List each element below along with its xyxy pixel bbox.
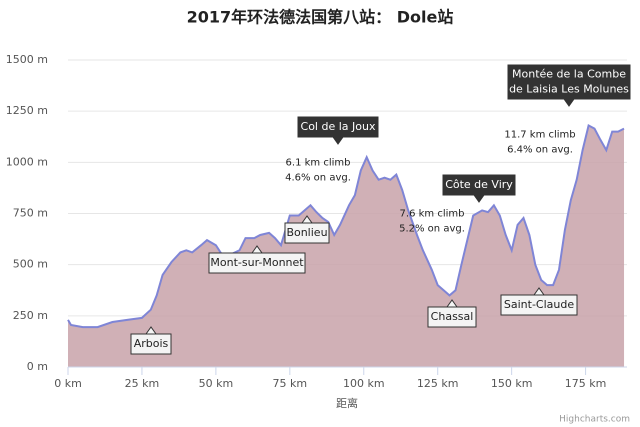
annotation-text: Saint-Claude <box>504 298 574 311</box>
annotation-text: Bonlieu <box>286 226 327 239</box>
annotation-text: 11.7 km climb <box>504 130 575 141</box>
annotation-text: Arbois <box>134 337 169 350</box>
y-tick-label: 250 m <box>13 309 48 322</box>
credits: Highcharts.com <box>559 415 630 425</box>
annotation: Col de la Joux <box>297 116 379 145</box>
annotation-text: Col de la Joux <box>301 120 376 133</box>
annotation: 11.7 km climb 6.4% on avg. <box>504 130 575 156</box>
x-tick-label: 25 km <box>125 377 160 390</box>
annotation: Bonlieu <box>284 215 330 244</box>
x-tick-label: 175 km <box>565 377 607 390</box>
x-tick-label: 50 km <box>199 377 234 390</box>
annotation-text: Côte de Viry <box>445 178 513 191</box>
area-fill <box>68 125 625 367</box>
annotation-text: 6.4% on avg. <box>507 145 573 156</box>
annotation-tail <box>473 194 485 203</box>
x-axis-title: 距离 <box>336 396 358 410</box>
annotation-tail <box>251 245 263 254</box>
annotation: Arbois <box>130 326 172 355</box>
annotation: Saint-Claude <box>500 287 578 316</box>
annotation-text: 5.2% on avg. <box>399 224 465 235</box>
x-tick-label: 75 km <box>273 377 308 390</box>
area-line <box>67 124 625 329</box>
annotation: Montée de la Combe de Laisia Les Molunes <box>507 64 631 107</box>
y-tick-label: 750 m <box>13 207 48 220</box>
annotation-tail <box>145 326 157 335</box>
annotation-box <box>507 64 631 100</box>
annotation-tail <box>446 299 458 308</box>
x-tick-label: 0 km <box>54 377 82 390</box>
annotation-tail <box>301 215 313 224</box>
x-tick-label: 125 km <box>417 377 459 390</box>
annotation-tail <box>332 136 344 145</box>
annotation: 7.6 km climb 5.2% on avg. <box>399 209 465 235</box>
y-tick-label: 1250 m <box>6 104 48 117</box>
x-tick-label: 100 km <box>343 377 385 390</box>
annotation-text: Mont-sur-Monnet <box>210 256 304 269</box>
annotation: Côte de Viry <box>442 174 516 203</box>
annotation-text: 6.1 km climb <box>286 158 351 169</box>
annotation-tail <box>533 287 545 296</box>
y-tick-label: 0 m <box>27 360 48 373</box>
annotation: 6.1 km climb 4.6% on avg. <box>285 158 351 184</box>
x-tick-label: 150 km <box>491 377 533 390</box>
annotation-text: Chassal <box>431 310 474 323</box>
annotation: Mont-sur-Monnet <box>208 245 306 274</box>
annotation: Chassal <box>427 299 477 328</box>
annotation-text: de Laisia Les Molunes <box>509 83 629 96</box>
chart-title: 2017年环法德法国第八站： Dole站 <box>187 8 454 27</box>
y-tick-label: 1000 m <box>6 155 48 168</box>
annotation-text: 7.6 km climb <box>400 209 465 220</box>
annotation-text: 4.6% on avg. <box>285 173 351 184</box>
annotation-text: Montée de la Combe <box>512 68 626 81</box>
annotation-tail <box>563 98 575 107</box>
y-tick-label: 1500 m <box>6 53 48 66</box>
y-tick-label: 500 m <box>13 258 48 271</box>
